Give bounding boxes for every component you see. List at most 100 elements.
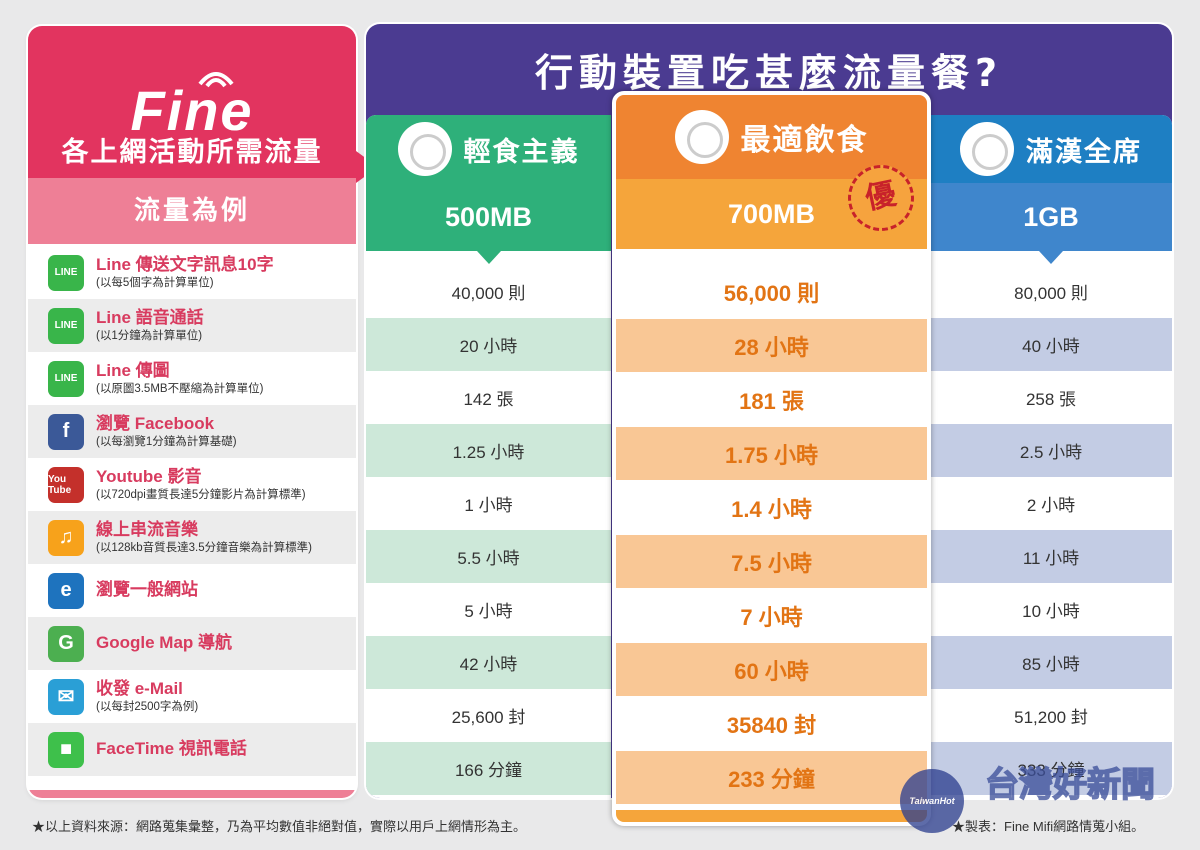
value-cell: 233 分鐘	[616, 751, 927, 804]
activity-name: Line 語音通話	[96, 307, 204, 327]
mail-icon: ✉	[48, 678, 84, 715]
plan-name: 輕食主義	[463, 136, 580, 168]
activity-row: ♫ 線上串流音樂 (以128kb音質長達3.5分鐘音樂為計算標準)	[28, 511, 356, 564]
activity-text: 收發 e-Mail (以每封2500字為例)	[96, 678, 199, 713]
plan-size: 1GB	[930, 183, 1172, 251]
value-cell: 85 小時	[930, 636, 1172, 689]
activity-row: LINE Line 傳圖 (以原圖3.5MB不壓縮為計算單位)	[28, 352, 356, 405]
value-cell: 40 小時	[930, 318, 1172, 371]
value-cell: 181 張	[739, 388, 804, 414]
breakfast-plate-icon	[674, 110, 729, 164]
activity-note: (以原圖3.5MB不壓縮為計算單位)	[96, 382, 264, 395]
plan-header-best: 最適飲食	[616, 95, 927, 179]
activity-name: 線上串流音樂	[96, 519, 198, 539]
activity-name: Google Map 導航	[96, 633, 232, 653]
value-cell: 2 小時	[1026, 496, 1076, 515]
value-cell: 25,600 封	[451, 708, 526, 727]
value-cell: 80,000 則	[1014, 284, 1088, 303]
svg-text:TaiwanHot: TaiwanHot	[909, 796, 955, 806]
activity-text: Youtube 影音 (以720dpi畫質長達5分鐘影片為計算標準)	[96, 466, 306, 501]
value-cell: 166 分鐘	[366, 742, 611, 795]
value-cell: 5 小時	[464, 602, 513, 621]
facetime-icon: ■	[48, 731, 84, 768]
activity-text: 線上串流音樂 (以128kb音質長達3.5分鐘音樂為計算標準)	[96, 519, 312, 554]
activity-name: FaceTime 視訊電話	[96, 739, 247, 759]
activity-text: 瀏覽 Facebook (以每瀏覽1分鐘為計算基礎)	[96, 413, 237, 448]
activity-name: Line 傳圖	[96, 360, 170, 380]
activity-row: ■ FaceTime 視訊電話	[28, 723, 356, 776]
activity-note: (以每5個字為計算單位)	[96, 276, 214, 289]
activity-name: 瀏覽 Facebook	[96, 413, 215, 433]
left-bottom-stripe	[28, 790, 356, 798]
activity-note: (以128kb音質長達3.5分鐘音樂為計算標準)	[96, 541, 312, 554]
value-cell: 7.5 小時	[616, 535, 927, 588]
activity-note: (以每封2500字為例)	[96, 700, 199, 713]
svg-text:台灣好新聞: 台灣好新聞	[985, 765, 1155, 805]
value-cell: 1.75 小時	[616, 427, 927, 480]
activity-row: f 瀏覽 Facebook (以每瀏覽1分鐘為計算基礎)	[28, 405, 356, 458]
feast-plate-icon	[960, 122, 1014, 176]
activity-note: (以1分鐘為計算單位)	[96, 329, 203, 342]
page-title: 行動裝置吃甚麼流量餐?	[534, 51, 1004, 95]
left-subheader: 流量為例	[28, 178, 356, 244]
value-cell: 1.4 小時	[731, 496, 812, 522]
activity-text: Line 傳送文字訊息10字 (以每5個字為計算單位)	[96, 254, 274, 289]
line-icon: LINE	[48, 254, 84, 291]
plan-column-full: 滿漢全席 1GB 80,000 則 40 小時 258 張 2.5 小時 2 小時 11 …	[930, 115, 1172, 798]
line-icon: LINE	[48, 360, 84, 397]
plan-column-light: 輕食主義 500MB 40,000 則 20 小時 142 張 1.25 小時 1 小時…	[366, 115, 611, 798]
activity-name: 收發 e-Mail	[96, 678, 183, 698]
activity-row: G Google Map 導航	[28, 617, 356, 670]
down-arrow-icon	[476, 251, 501, 264]
activity-row: You Tube Youtube 影音 (以720dpi畫質長達5分鐘影片為計算標準…	[28, 458, 356, 511]
facebook-icon: f	[48, 413, 84, 450]
activity-row: ✉ 收發 e-Mail (以每封2500字為例)	[28, 670, 356, 723]
value-cell: 7 小時	[740, 604, 803, 630]
value-cell: 51,200 封	[1014, 708, 1088, 727]
activity-row: LINE Line 語音通話 (以1分鐘為計算單位)	[28, 299, 356, 352]
source-footnote: ★以上資料來源：網路蒐集彙整，乃為平均數值非絕對值，實際以用戶上網情形為主。	[32, 819, 527, 834]
value-cell: 1.25 小時	[366, 424, 611, 477]
activity-text: Line 傳圖 (以原圖3.5MB不壓縮為計算單位)	[96, 360, 264, 395]
activity-name: Youtube 影音	[96, 466, 202, 486]
activity-text: Line 語音通話 (以1分鐘為計算單位)	[96, 307, 204, 342]
value-cell: 40,000 則	[451, 284, 526, 303]
value-cell: 60 小時	[616, 643, 927, 696]
taiwanhot-watermark-logo: TaiwanHot 台灣好新聞	[900, 764, 1156, 833]
value-cell: 56,000 則	[723, 280, 820, 306]
activity-text: Google Map 導航	[96, 633, 232, 653]
google-maps-icon: G	[48, 625, 84, 662]
plan-header-light: 輕食主義	[366, 115, 611, 183]
value-cell: 42 小時	[366, 636, 611, 689]
down-arrow-icon	[1039, 251, 1063, 264]
plan-column-best: 最適飲食 700MB 優 56,000 則 28 小時 181 張 1.75 小時 1.…	[612, 91, 931, 826]
activity-name: Line 傳送文字訊息10字	[96, 254, 274, 274]
youtube-icon: You Tube	[48, 466, 84, 503]
activity-name: 瀏覽一般網站	[96, 580, 198, 600]
value-cell: 35840 封	[726, 712, 817, 738]
plan-name: 最適飲食	[740, 123, 869, 158]
left-header: Fine 各上網活動所需流量	[28, 26, 356, 178]
value-cell: 10 小時	[1022, 602, 1080, 621]
plan-name: 滿漢全席	[1026, 136, 1142, 168]
value-cell: 5.5 小時	[366, 530, 611, 583]
activity-row: e 瀏覽一般網站	[28, 564, 356, 617]
internet-explorer-icon: e	[48, 572, 84, 609]
activity-panel: Fine 各上網活動所需流量 流量為例 LINE Line 傳送文字訊息10字 (以…	[28, 26, 356, 798]
value-cell: 2.5 小時	[930, 424, 1172, 477]
best-bottom-stripe	[616, 810, 927, 822]
value-cell: 333 分鐘	[930, 742, 1172, 795]
left-heading: 各上網活動所需流量	[61, 137, 323, 168]
activity-note: (以720dpi畫質長達5分鐘影片為計算標準)	[96, 488, 306, 501]
wifi-icon	[198, 72, 234, 88]
plan-size: 500MB	[366, 183, 611, 251]
activity-text: 瀏覽一般網站	[96, 580, 198, 600]
maker-footnote: ★製表：Fine Mifi網路情蒐小組。	[952, 819, 1145, 834]
value-cell: 1 小時	[464, 496, 513, 515]
brand-logo: Fine	[130, 79, 254, 142]
activity-note: (以每瀏覽1分鐘為計算基礎)	[96, 435, 237, 448]
activity-text: FaceTime 視訊電話	[96, 739, 247, 759]
value-cell: 20 小時	[366, 318, 611, 371]
value-cell: 142 張	[463, 390, 514, 409]
value-cell: 11 小時	[930, 530, 1172, 583]
